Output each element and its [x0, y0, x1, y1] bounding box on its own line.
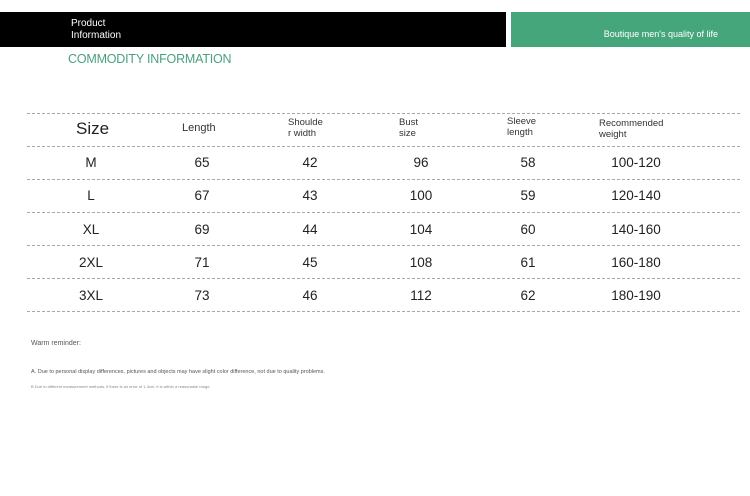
- cell-sleeve: 62: [520, 288, 536, 303]
- cell-sleeve: 59: [520, 188, 536, 203]
- header-bust-line1: Bust: [399, 117, 419, 128]
- table-divider: [27, 245, 740, 246]
- cell-shoulder: 43: [302, 188, 318, 203]
- reminder-line-a: A. Due to personal display differences, …: [31, 369, 325, 375]
- cell-length: 65: [194, 155, 210, 170]
- cell-sleeve: 61: [520, 255, 536, 270]
- cell-length: 69: [194, 222, 210, 237]
- cell-size: 2XL: [78, 255, 104, 270]
- header-shoulder-line1: Shoulde: [288, 117, 323, 128]
- cell-weight: 160-180: [611, 255, 661, 270]
- cell-weight: 100-120: [611, 155, 661, 170]
- header-sleeve: Sleeve length: [507, 116, 536, 138]
- banner-title-line2: Information: [71, 30, 122, 41]
- cell-weight: 180-190: [611, 288, 661, 303]
- warm-reminder-title: Warm reminder:: [31, 340, 81, 347]
- cell-size: XL: [82, 222, 100, 237]
- cell-bust: 112: [410, 288, 432, 303]
- cell-weight: 140-160: [611, 222, 661, 237]
- cell-sleeve: 60: [520, 222, 536, 237]
- header-shoulder-line2: r width: [288, 128, 316, 139]
- cell-length: 71: [194, 255, 210, 270]
- header-size: Size: [76, 119, 110, 138]
- table-divider: [27, 278, 740, 279]
- cell-bust: 104: [409, 222, 433, 237]
- cell-bust: 108: [409, 255, 433, 270]
- cell-shoulder: 42: [302, 155, 318, 170]
- header-sleeve-line2: length: [507, 127, 533, 138]
- section-title: COMMODITY INFORMATION: [68, 52, 232, 66]
- banner-slogan: Boutique men's quality of life: [603, 29, 718, 39]
- header-sleeve-line1: Sleeve: [507, 116, 537, 127]
- table-divider: [27, 146, 740, 147]
- cell-size: L: [87, 188, 95, 203]
- cell-bust: 100: [409, 188, 433, 203]
- cell-bust: 96: [413, 155, 429, 170]
- cell-size: 3XL: [78, 288, 104, 303]
- table-divider: [27, 212, 740, 213]
- header-weight-line2: weight: [599, 129, 627, 140]
- header-weight: Recommended weight: [599, 118, 663, 140]
- banner-right: Boutique men's quality of life: [511, 12, 750, 47]
- cell-size: M: [85, 155, 97, 170]
- banner-title-line1: Product: [71, 18, 106, 29]
- cell-length: 73: [194, 288, 210, 303]
- cell-shoulder: 45: [302, 255, 318, 270]
- cell-weight: 120-140: [611, 188, 661, 203]
- header-weight-line1: Recommended: [599, 118, 664, 129]
- banner-left: Product Information: [0, 12, 506, 47]
- cell-shoulder: 44: [302, 222, 318, 237]
- cell-length: 67: [194, 188, 210, 203]
- header-shoulder: Shoulde r width: [288, 117, 323, 139]
- header-bust-line2: size: [399, 128, 416, 139]
- cell-sleeve: 58: [520, 155, 536, 170]
- table-divider: [27, 179, 740, 180]
- header-bust: Bust size: [399, 117, 418, 139]
- table-divider: [27, 113, 740, 114]
- reminder-line-b: B.Due to different measurement methods, …: [31, 384, 211, 389]
- cell-shoulder: 46: [302, 288, 318, 303]
- table-divider: [27, 311, 740, 312]
- header-length: Length: [182, 122, 216, 134]
